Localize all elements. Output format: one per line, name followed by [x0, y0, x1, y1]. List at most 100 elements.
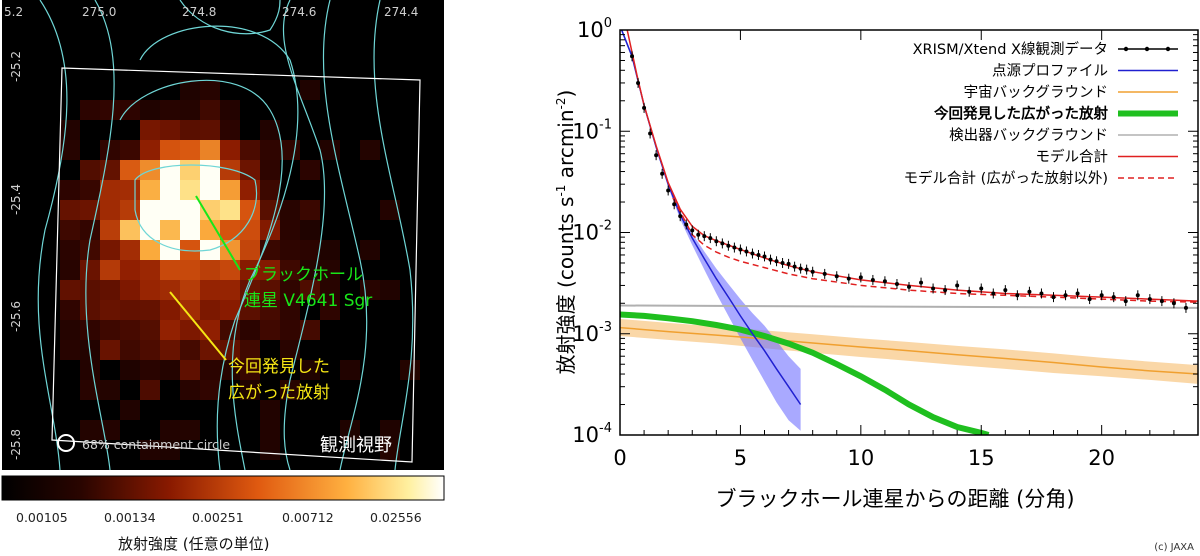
data-point: [943, 285, 948, 296]
map-pixel: [260, 140, 280, 160]
map-pixel: [120, 280, 140, 300]
data-point: [931, 283, 936, 294]
map-pixel: [60, 220, 80, 240]
map-pixel: [200, 260, 220, 280]
map-pixel: [140, 220, 160, 240]
map-pixel: [80, 180, 100, 200]
data-point: [786, 258, 791, 269]
profile-chart: 0 5 10 15 20 100 10-1 10-2 10-3 10-4 放射強度 (counts…: [554, 16, 1199, 511]
map-pixel: [380, 440, 400, 460]
map-pixel: [160, 340, 180, 360]
map-pixel: [60, 140, 80, 160]
y-axis-label: 放射強度 (counts s-1 arcmin-2): [554, 90, 578, 375]
map-pixel: [160, 420, 180, 440]
map-pixel: [180, 260, 200, 280]
data-point: [1075, 288, 1080, 299]
contour-line: [282, 0, 326, 470]
ra-tick-label: 5.2: [4, 5, 23, 19]
map-pixel: [60, 320, 80, 340]
map-pixel: [220, 160, 240, 180]
map-pixel: [80, 160, 100, 180]
sky-map-panel: 5.2 275.0 274.8 274.6 274.4 -25.2 -25.4 …: [1, 0, 445, 553]
data-point: [979, 283, 984, 294]
data-point: [1087, 294, 1092, 305]
map-pixel: [220, 220, 240, 240]
map-pixel: [200, 200, 220, 220]
map-pixel: [80, 300, 100, 320]
map-pixel: [180, 140, 200, 160]
y-tick-label: 10-3: [572, 320, 612, 346]
dec-tick-label: -25.2: [9, 51, 23, 82]
map-pixel: [200, 340, 220, 360]
map-pixel: [140, 160, 160, 180]
contour-line: [134, 164, 258, 252]
map-pixel: [340, 360, 360, 380]
map-pixel: [300, 360, 320, 380]
map-pixel: [280, 240, 300, 260]
map-pixel: [60, 280, 80, 300]
field-of-view-outline: [51, 67, 421, 463]
data-point: [804, 264, 809, 275]
data-point: [738, 244, 743, 255]
fov-label: 観測視野: [320, 435, 392, 456]
map-pixel: [120, 360, 140, 380]
map-pixel: [100, 100, 120, 120]
contour-line: [139, 25, 299, 470]
map-pixel: [300, 80, 320, 100]
map-pixel: [180, 360, 200, 380]
emission-map: [60, 80, 420, 460]
data-point: [858, 272, 863, 283]
x-axis-label: ブラックホール連星からの距離 (分角): [715, 487, 1074, 511]
map-pixel: [280, 220, 300, 240]
data-point: [792, 261, 797, 272]
map-pixel: [200, 360, 220, 380]
map-pixel: [180, 340, 200, 360]
legend-item: モデル合計 (広がった放射以外): [904, 169, 1178, 187]
diffuse-label-line2: 広がった放射: [228, 383, 330, 403]
y-tick-label: 10-2: [572, 219, 612, 245]
map-pixel: [180, 320, 200, 340]
data-point: [955, 280, 960, 291]
map-pixel: [120, 220, 140, 240]
bh-label-line2: 連星 V4641 Sgr: [244, 291, 372, 311]
map-pixel: [120, 300, 140, 320]
map-pixel: [220, 300, 240, 320]
ra-tick-label: 274.4: [384, 5, 418, 19]
contour-lines: [37, 0, 414, 470]
map-pixel: [280, 380, 300, 400]
map-pixel: [60, 300, 80, 320]
map-pixel: [240, 240, 260, 260]
map-pixel: [240, 200, 260, 220]
data-point: [882, 276, 887, 287]
map-pixel: [260, 260, 280, 280]
diffuse-label-line1: 今回発見した: [228, 357, 330, 377]
containment-label: 68% containment circle: [82, 437, 230, 452]
map-pixel: [260, 180, 280, 200]
map-pixel: [140, 260, 160, 280]
map-pixel: [260, 320, 280, 340]
map-pixel: [300, 240, 320, 260]
map-pixel: [140, 360, 160, 380]
data-point: [780, 257, 785, 268]
y-tick-label: 100: [577, 16, 612, 42]
map-pixel: [160, 140, 180, 160]
map-pixel: [100, 280, 120, 300]
map-pixel: [220, 360, 240, 380]
map-pixel: [100, 380, 120, 400]
map-pixel: [140, 240, 160, 260]
data-point: [642, 102, 647, 113]
map-pixel: [160, 180, 180, 200]
map-pixel: [140, 440, 160, 460]
data-point: [870, 274, 875, 285]
data-point: [798, 263, 803, 274]
map-pixel: [220, 140, 240, 160]
map-pixel: [120, 140, 140, 160]
data-point: [630, 51, 635, 62]
colorbar-tick: 0.02556: [370, 510, 422, 525]
colorbar-tick: 0.00134: [104, 510, 156, 525]
map-pixel: [100, 140, 120, 160]
map-pixel: [200, 380, 220, 400]
data-point: [1003, 285, 1008, 296]
map-pixel: [260, 200, 280, 220]
